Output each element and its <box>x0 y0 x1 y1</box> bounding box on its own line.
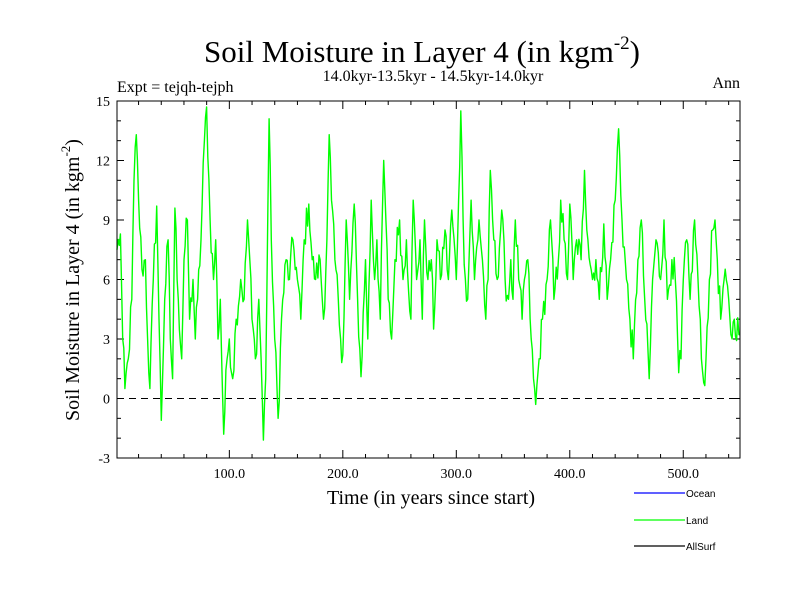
y-tick-label: -3 <box>98 452 110 467</box>
y-tick-label: 15 <box>96 95 110 110</box>
chart-subtitle: 14.0kyr-13.5kyr - 14.5kyr-14.0kyr <box>323 68 544 85</box>
x-tick-label: 200.0 <box>327 467 359 482</box>
experiment-label: Expt = tejqh-tejph <box>117 79 234 96</box>
legend-land-label: Land <box>686 516 708 527</box>
x-tick-label: 400.0 <box>554 467 586 482</box>
series-line-land <box>116 106 741 441</box>
legend: Ocean Land AllSurf <box>634 489 716 553</box>
chart-title: Soil Moisture in Layer 4 (in kgm-2) <box>204 33 640 69</box>
x-tick-label: 100.0 <box>214 467 246 482</box>
legend-ocean-label: Ocean <box>686 489 715 500</box>
y-tick-label: 6 <box>103 274 110 289</box>
x-tick-label: 500.0 <box>668 467 700 482</box>
y-tick-label: 0 <box>103 393 110 408</box>
plot-frame <box>116 100 741 459</box>
y-tick-label: 12 <box>96 155 110 170</box>
legend-allsurf-label: AllSurf <box>686 542 716 553</box>
x-axis-label: Time (in years since start) <box>327 487 535 509</box>
y-axis-label: Soil Moisture in Layer 4 (in kgm-2) <box>58 139 84 421</box>
x-tick-label: 300.0 <box>441 467 473 482</box>
y-tick-label: 3 <box>103 333 110 348</box>
season-label: Ann <box>712 75 740 92</box>
y-tick-label: 9 <box>103 214 110 229</box>
